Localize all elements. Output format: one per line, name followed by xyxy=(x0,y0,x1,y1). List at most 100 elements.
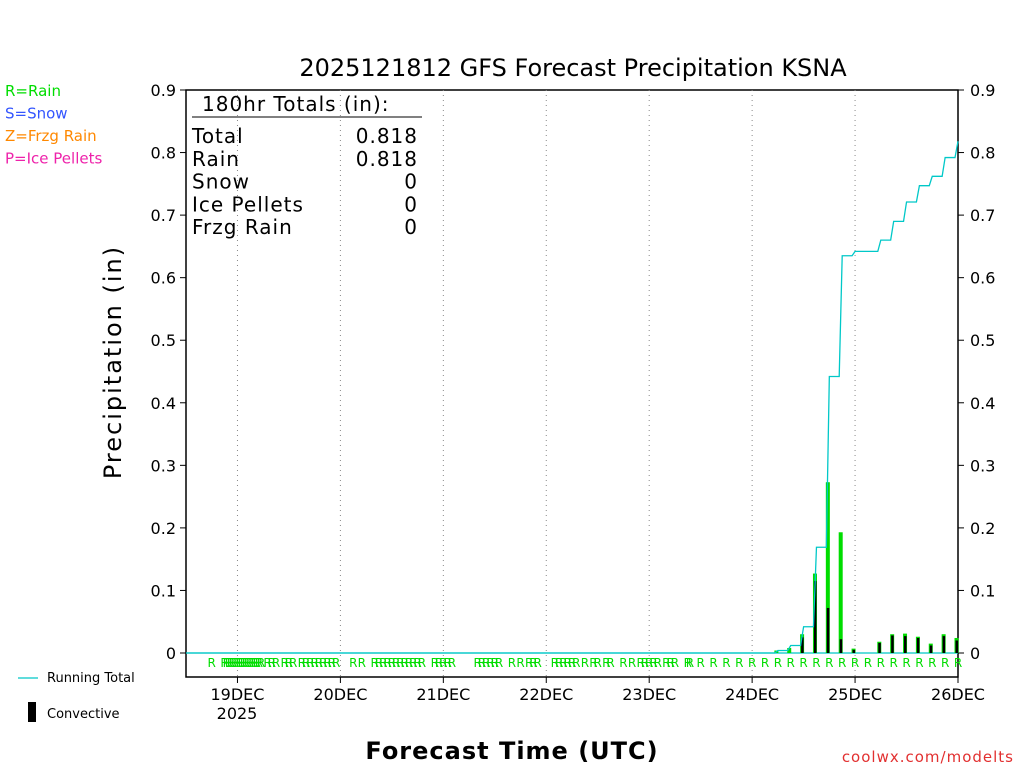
ptype-mark: R xyxy=(478,656,486,670)
ptype-mark: R xyxy=(572,656,580,670)
y-tick-label-right: 0.8 xyxy=(970,144,995,163)
ptype-mark: R xyxy=(671,656,679,670)
ptype-mark: R xyxy=(371,656,379,670)
y-tick-label-left: 0.2 xyxy=(151,519,176,538)
y-tick-label-left: 0.5 xyxy=(151,331,176,350)
ptype-mark: R xyxy=(227,656,235,670)
ptype-mark: R xyxy=(825,656,833,670)
legend-convective: Convective xyxy=(28,702,120,722)
ptype-mark: R xyxy=(306,656,314,670)
ptype-mark: R xyxy=(928,656,936,670)
ptype-mark: R xyxy=(628,656,636,670)
precip-type-legend-item: R=Rain xyxy=(5,82,61,100)
ptype-mark: R xyxy=(298,656,306,670)
chart-title: 2025121812 GFS Forecast Precipitation KS… xyxy=(299,54,847,82)
ptype-mark: R xyxy=(233,656,241,670)
ptype-mark: R xyxy=(323,656,331,670)
totals-row-label: Snow xyxy=(192,170,250,194)
ptype-mark: R xyxy=(486,656,494,670)
totals-row-value: 0 xyxy=(404,192,418,216)
ptype-mark: R xyxy=(223,656,231,670)
ptype-mark: R xyxy=(877,656,885,670)
totals-row-value: 0.818 xyxy=(356,147,418,171)
totals-row-label: Ice Pellets xyxy=(192,192,304,216)
precip-type-legend-item: P=Ice Pellets xyxy=(5,150,102,168)
precip-type-legend-item: Z=Frzg Rain xyxy=(5,127,97,145)
year-label: 2025 xyxy=(217,704,258,723)
ptype-mark: R xyxy=(242,656,250,670)
ptype-mark: R xyxy=(392,656,400,670)
y-tick-label-right: 0.5 xyxy=(970,331,995,350)
ptype-mark: R xyxy=(375,656,383,670)
ptype-mark: R xyxy=(889,656,897,670)
ptype-mark: R xyxy=(328,656,336,670)
ptype-mark: R xyxy=(358,656,366,670)
convective-swatch xyxy=(28,702,36,722)
convective-bar xyxy=(852,649,856,653)
ptype-mark: R xyxy=(525,656,533,670)
ptype-mark: R xyxy=(349,656,357,670)
ptype-mark: R xyxy=(666,656,674,670)
ptype-mark: R xyxy=(735,656,743,670)
ptype-mark: R xyxy=(383,656,391,670)
precip-type-legend-item: S=Snow xyxy=(5,105,68,123)
ptype-mark: R xyxy=(473,656,481,670)
ptype-mark: R xyxy=(606,656,614,670)
ptype-mark: R xyxy=(684,656,692,670)
convective-bar xyxy=(916,637,920,653)
x-tick-label: 23DEC xyxy=(622,685,676,704)
ptype-mark: R xyxy=(315,656,323,670)
ptype-mark: R xyxy=(231,656,239,670)
ptype-mark: R xyxy=(709,656,717,670)
ptype-mark: R xyxy=(864,656,872,670)
convective-bar xyxy=(904,636,907,653)
ptype-mark: R xyxy=(235,656,243,670)
ptype-mark: R xyxy=(280,656,288,670)
ptype-mark: R xyxy=(413,656,421,670)
y-tick-label-right: 0.1 xyxy=(970,581,995,600)
y-axis-label: Precipitation (in) xyxy=(99,245,127,479)
ptype-mark: R xyxy=(418,656,426,670)
ptype-mark: R xyxy=(431,656,439,670)
ptype-mark: R xyxy=(244,656,252,670)
ptype-mark: R xyxy=(285,656,293,670)
ptype-mark: R xyxy=(401,656,409,670)
ptype-mark: R xyxy=(495,656,503,670)
ptype-mark: R xyxy=(491,656,499,670)
ptype-mark: R xyxy=(602,656,610,670)
ptype-mark: R xyxy=(641,656,649,670)
ptype-mark: R xyxy=(645,656,653,670)
convective-bar xyxy=(826,607,830,653)
ptype-mark: R xyxy=(379,656,387,670)
y-tick-label-right: 0.4 xyxy=(970,394,995,413)
y-tick-label-right: 0 xyxy=(970,644,980,663)
plot-frame xyxy=(185,89,959,678)
totals-header: 180hr Totals (in): xyxy=(202,92,390,116)
ptype-mark: R xyxy=(482,656,490,670)
ptype-mark: R xyxy=(774,656,782,670)
totals-row-label: Rain xyxy=(192,147,240,171)
ptype-mark: R xyxy=(555,656,563,670)
y-tick-label-left: 0.1 xyxy=(151,581,176,600)
x-tick-label: 21DEC xyxy=(416,685,470,704)
ptype-mark: R xyxy=(405,656,413,670)
y-tick-label-left: 0.3 xyxy=(151,456,176,475)
ptype-mark: R xyxy=(255,656,263,670)
ptype-mark: R xyxy=(941,656,949,670)
watermark: coolwx.com/modelts xyxy=(842,748,1014,766)
ptype-mark: R xyxy=(748,656,756,670)
ptype-mark: R xyxy=(838,656,846,670)
convective-bar xyxy=(801,637,804,653)
convective-bar xyxy=(839,639,843,653)
y-tick-label-left: 0.9 xyxy=(151,81,176,100)
ptype-mark: R xyxy=(551,656,559,670)
x-tick-label: 22DEC xyxy=(519,685,573,704)
ptype-mark: R xyxy=(253,656,261,670)
total-precip-bar xyxy=(787,647,792,653)
x-tick-label: 24DEC xyxy=(725,685,779,704)
total-precip-bar xyxy=(838,532,843,653)
ptype-mark: R xyxy=(388,656,396,670)
ptype-mark: R xyxy=(915,656,923,670)
y-tick-label-right: 0.9 xyxy=(970,81,995,100)
